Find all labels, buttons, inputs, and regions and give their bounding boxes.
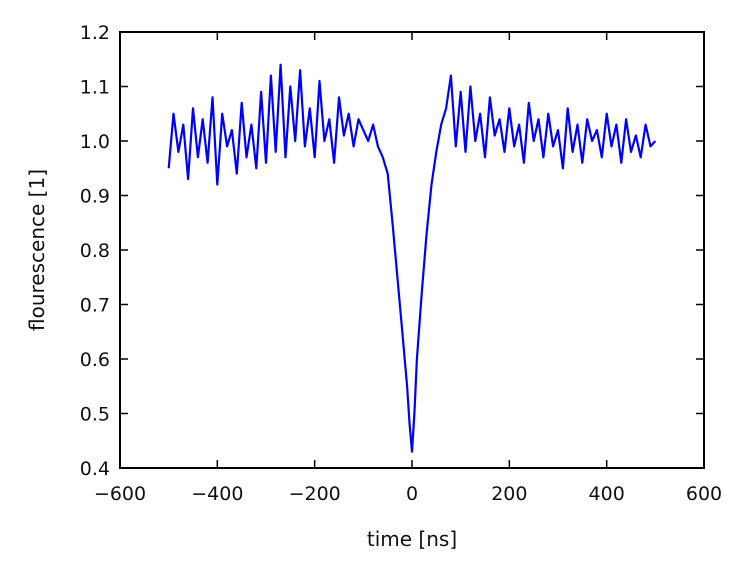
y-tick-label: 0.9 <box>80 186 110 208</box>
x-tick-label: 600 <box>686 483 722 505</box>
x-tick-label: 0 <box>406 483 418 505</box>
x-tick-label: 200 <box>491 483 527 505</box>
x-tick-label: −600 <box>94 483 146 505</box>
series-line <box>167 63 657 453</box>
x-tick-label: 400 <box>589 483 625 505</box>
y-tick-label: 1.0 <box>80 131 110 153</box>
x-tick-label: −400 <box>191 483 243 505</box>
y-axis-label: flourescence [1] <box>25 169 49 331</box>
x-axis-label: time [ns] <box>367 527 457 551</box>
y-tick-label: 0.5 <box>80 404 110 426</box>
y-tick-label: 1.2 <box>80 22 110 44</box>
y-tick-label: 1.1 <box>80 77 110 99</box>
y-tick-label: 0.6 <box>80 349 110 371</box>
y-tick-label: 0.4 <box>80 458 110 480</box>
y-tick-label: 0.7 <box>80 295 110 317</box>
ticks-layer: −600 −400 −200 0 200 400 600 0.4 0.5 0.6 0.7 0.8 0.9… <box>80 22 722 505</box>
series-layer <box>167 63 657 453</box>
x-tick-label: −200 <box>289 483 341 505</box>
y-tick-label: 0.8 <box>80 240 110 262</box>
